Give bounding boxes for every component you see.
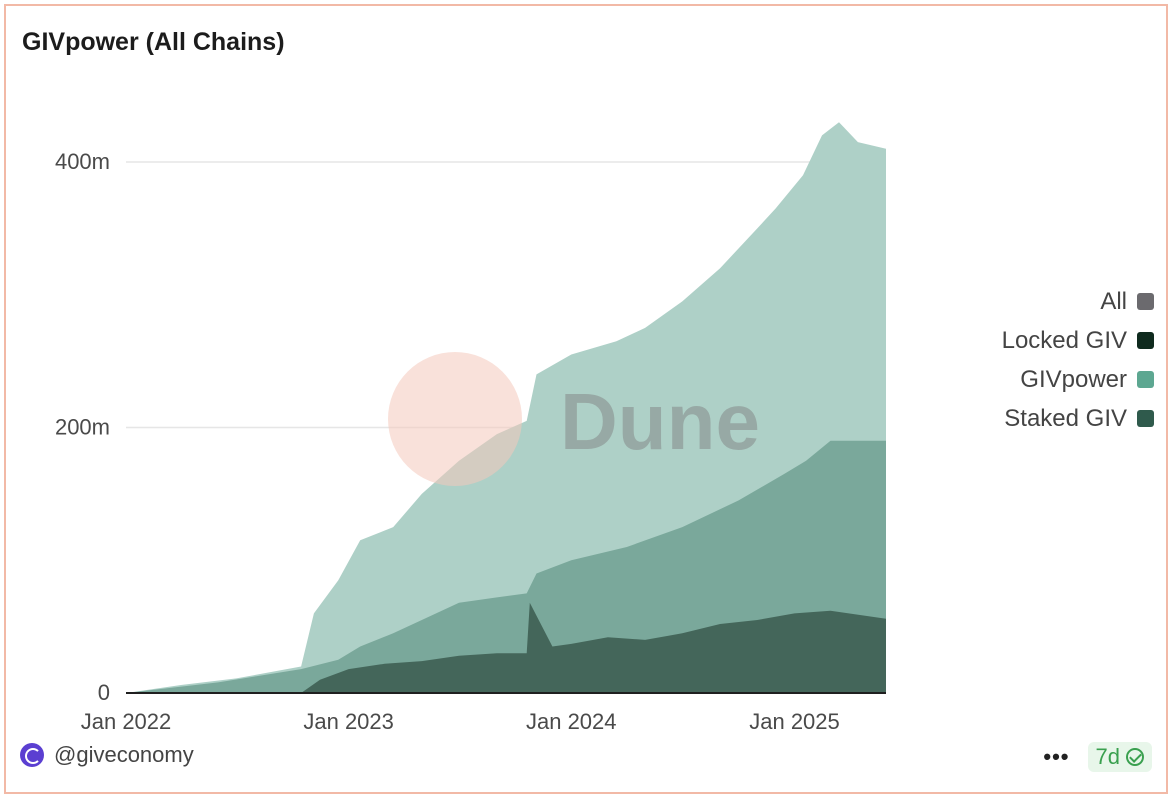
- y-tick-label: 0: [98, 680, 110, 705]
- footer-actions: ••• 7d: [1043, 742, 1152, 772]
- author-handle: @giveconomy: [54, 742, 194, 767]
- y-tick-label: 400m: [55, 149, 110, 174]
- watermark-text: Dune: [560, 377, 760, 466]
- legend-item-staked-giv[interactable]: Staked GIV: [1002, 399, 1154, 438]
- chart-legend: All Locked GIV GIVpower Staked GIV: [1002, 282, 1154, 438]
- dune-logo-icon: [388, 352, 522, 486]
- refresh-badge[interactable]: 7d: [1087, 742, 1152, 772]
- legend-label: Staked GIV: [1004, 404, 1127, 432]
- legend-label: All: [1100, 287, 1127, 315]
- giveconomy-avatar-icon: [20, 743, 44, 767]
- x-tick-label: Jan 2022: [81, 709, 172, 734]
- author-link[interactable]: @giveconomy: [20, 742, 194, 768]
- legend-item-all[interactable]: All: [1002, 282, 1154, 321]
- legend-label: GIVpower: [1020, 365, 1127, 393]
- refresh-interval: 7d: [1095, 744, 1120, 769]
- x-tick-label: Jan 2023: [303, 709, 394, 734]
- legend-label: Locked GIV: [1001, 326, 1127, 354]
- x-tick-label: Jan 2025: [749, 709, 840, 734]
- x-tick-label: Jan 2024: [526, 709, 617, 734]
- legend-swatch: [1137, 332, 1154, 349]
- legend-swatch: [1137, 371, 1154, 388]
- area-locked-giv: [126, 602, 886, 693]
- legend-item-locked-giv[interactable]: Locked GIV: [1002, 321, 1154, 360]
- legend-item-givpower[interactable]: GIVpower: [1002, 360, 1154, 399]
- y-tick-label: 200m: [55, 415, 110, 440]
- legend-swatch: [1137, 293, 1154, 310]
- verified-check-icon: [1126, 748, 1144, 766]
- chart-title: GIVpower (All Chains): [22, 28, 285, 56]
- more-options-icon[interactable]: •••: [1043, 744, 1070, 769]
- legend-swatch: [1137, 410, 1154, 427]
